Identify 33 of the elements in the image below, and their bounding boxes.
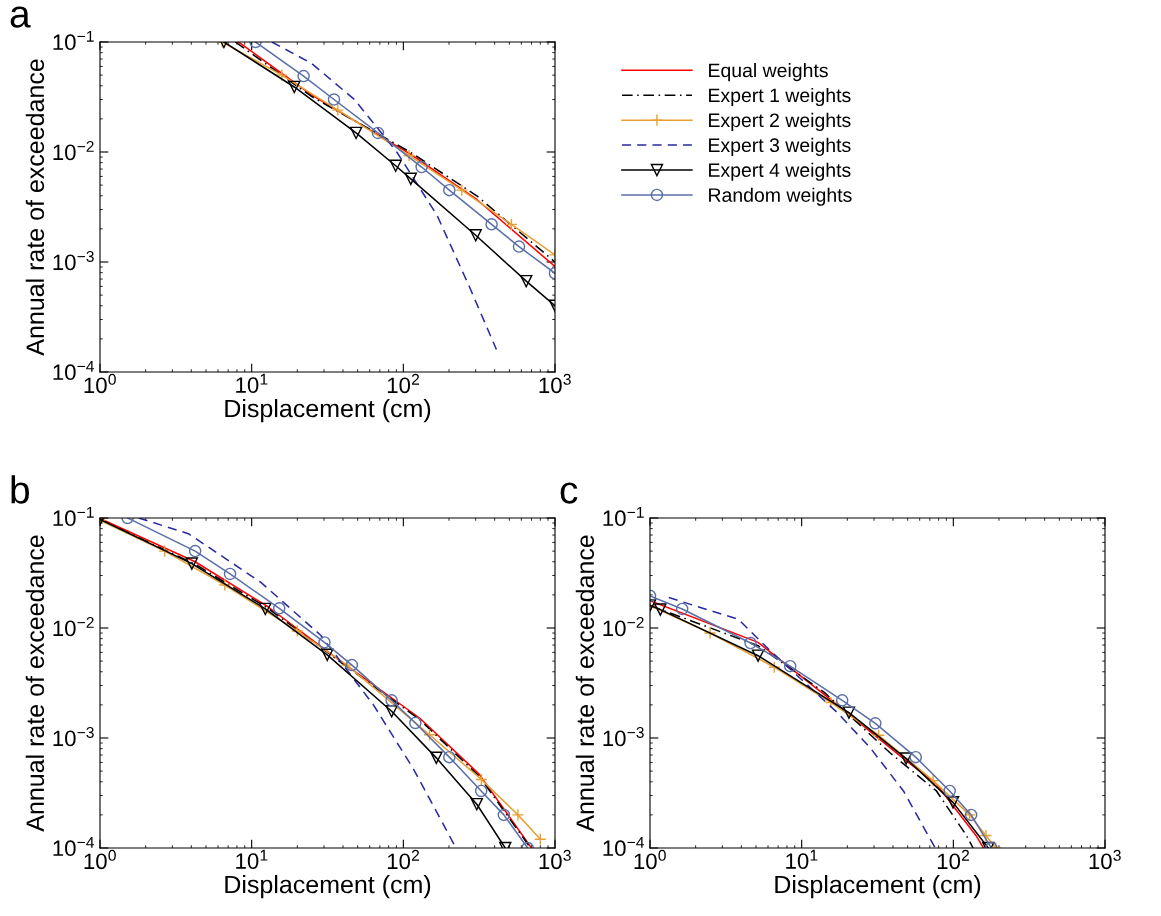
x-tick-label: 10$^{2}$ — [937, 849, 970, 870]
y-tick-label: 10$^{−3}$ — [53, 250, 94, 271]
y-tick-label: 10$^{−2}$ — [53, 616, 94, 637]
y-tick-label: 10$^{−1}$ — [603, 506, 644, 527]
x-tick-label: 10$^{3}$ — [1089, 849, 1121, 870]
legend-label: Equal weights — [709, 63, 828, 82]
y-axis-title: Annual rate of exceedance — [25, 59, 45, 356]
y-tick-label: 10$^{−1}$ — [53, 30, 94, 51]
x-axis-title: Displacement (cm) — [225, 874, 431, 899]
legend-label: Random weights — [709, 187, 852, 206]
y-tick-label: 10$^{−2}$ — [53, 140, 94, 161]
x-axis-title: Displacement (cm) — [775, 874, 981, 899]
legend-label: Expert 4 weights — [709, 162, 851, 181]
x-tick-label: 10$^{2}$ — [387, 373, 420, 394]
x-tick-label: 10$^{3}$ — [539, 849, 571, 870]
chart-title: c — [560, 482, 578, 504]
chart-title: b — [11, 475, 29, 504]
y-tick-label: 10$^{−3}$ — [603, 726, 644, 747]
x-tick-label: 10$^{1}$ — [236, 849, 268, 869]
x-axis-title: Displacement (cm) — [225, 398, 431, 423]
y-axis-title: Annual rate of exceedance — [25, 535, 45, 832]
y-tick-label: 10$^{−2}$ — [603, 616, 644, 637]
y-tick-label: 10$^{−3}$ — [53, 726, 94, 747]
x-tick-label: 10$^{1}$ — [236, 373, 268, 393]
x-tick-label: 10$^{2}$ — [387, 849, 420, 870]
y-axis-title: Annual rate of exceedance — [575, 535, 595, 832]
y-tick-label: 10$^{−1}$ — [53, 506, 94, 527]
legend-label: Expert 3 weights — [709, 137, 851, 156]
x-tick-label: 10$^{3}$ — [539, 373, 571, 394]
chart-title: a — [10, 6, 31, 28]
x-tick-label: 10$^{1}$ — [786, 849, 818, 869]
legend-label: Expert 2 weights — [709, 112, 851, 131]
legend-label: Expert 1 weights — [709, 87, 851, 107]
